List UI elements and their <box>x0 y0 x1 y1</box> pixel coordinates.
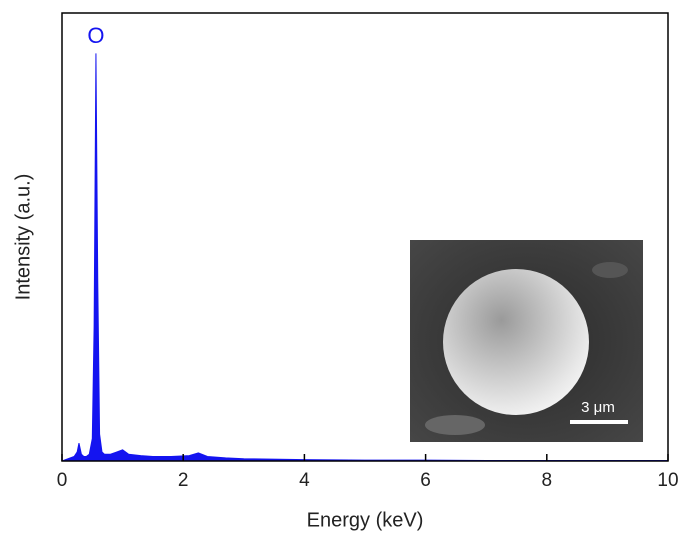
x-tick-label: 6 <box>420 470 431 491</box>
x-tick-label: 2 <box>178 470 189 491</box>
scale-bar-label: 3 μm <box>581 399 615 416</box>
x-tick-label: 10 <box>657 470 678 491</box>
inset-image: 3 μm <box>410 240 643 442</box>
y-axis-label: Intensity (a.u.) <box>12 174 34 301</box>
x-tick-label: 4 <box>299 470 310 491</box>
x-axis-label: Energy (keV) <box>307 509 424 531</box>
plot-frame <box>61 12 669 462</box>
x-tick-label: 0 <box>57 470 68 491</box>
x-tick-label: 8 <box>542 470 553 491</box>
peak-label: O <box>87 23 104 48</box>
